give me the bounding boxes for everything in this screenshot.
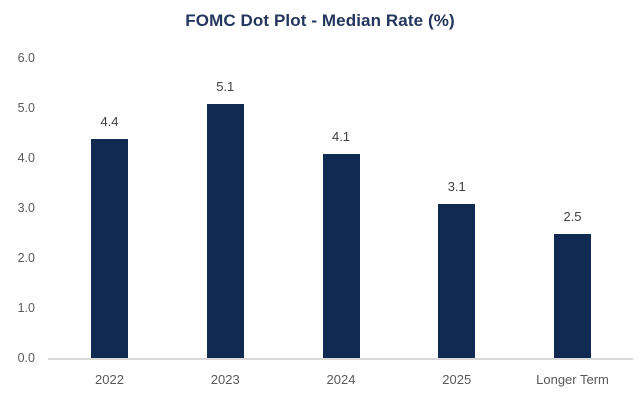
chart-title: FOMC Dot Plot - Median Rate (%) (185, 11, 455, 30)
bar-2025 (438, 203, 476, 359)
bar-2023 (206, 103, 244, 359)
bar-value-label: 3.1 (447, 179, 466, 194)
x-axis-line (48, 357, 633, 360)
x-axis-category-label: 2024 (326, 371, 356, 387)
bar-value-label: 5.1 (216, 79, 235, 94)
x-axis-category-label: 2023 (210, 371, 240, 387)
y-axis-tick-label: 6.0 (17, 51, 35, 65)
x-axis-category-label: Longer Term (536, 371, 609, 387)
bar-value-label: 4.4 (100, 114, 119, 129)
bar-2022 (91, 138, 128, 359)
x-axis-category-label: 2025 (442, 371, 472, 387)
bar-2024 (322, 153, 360, 359)
y-axis-tick-label: 0.0 (17, 351, 35, 365)
y-axis-tick-label: 3.0 (17, 201, 35, 215)
bar-value-label: 4.1 (331, 129, 351, 144)
y-axis-tick-label: 4.0 (17, 151, 35, 165)
y-axis-tick-label: 5.0 (17, 101, 35, 115)
bar-longer-term (554, 233, 591, 359)
x-axis-category-label: 2022 (95, 371, 124, 387)
bar-value-label: 2.5 (563, 209, 582, 224)
y-axis-tick-label: 1.0 (17, 301, 35, 315)
y-axis-tick-label: 2.0 (17, 251, 35, 265)
